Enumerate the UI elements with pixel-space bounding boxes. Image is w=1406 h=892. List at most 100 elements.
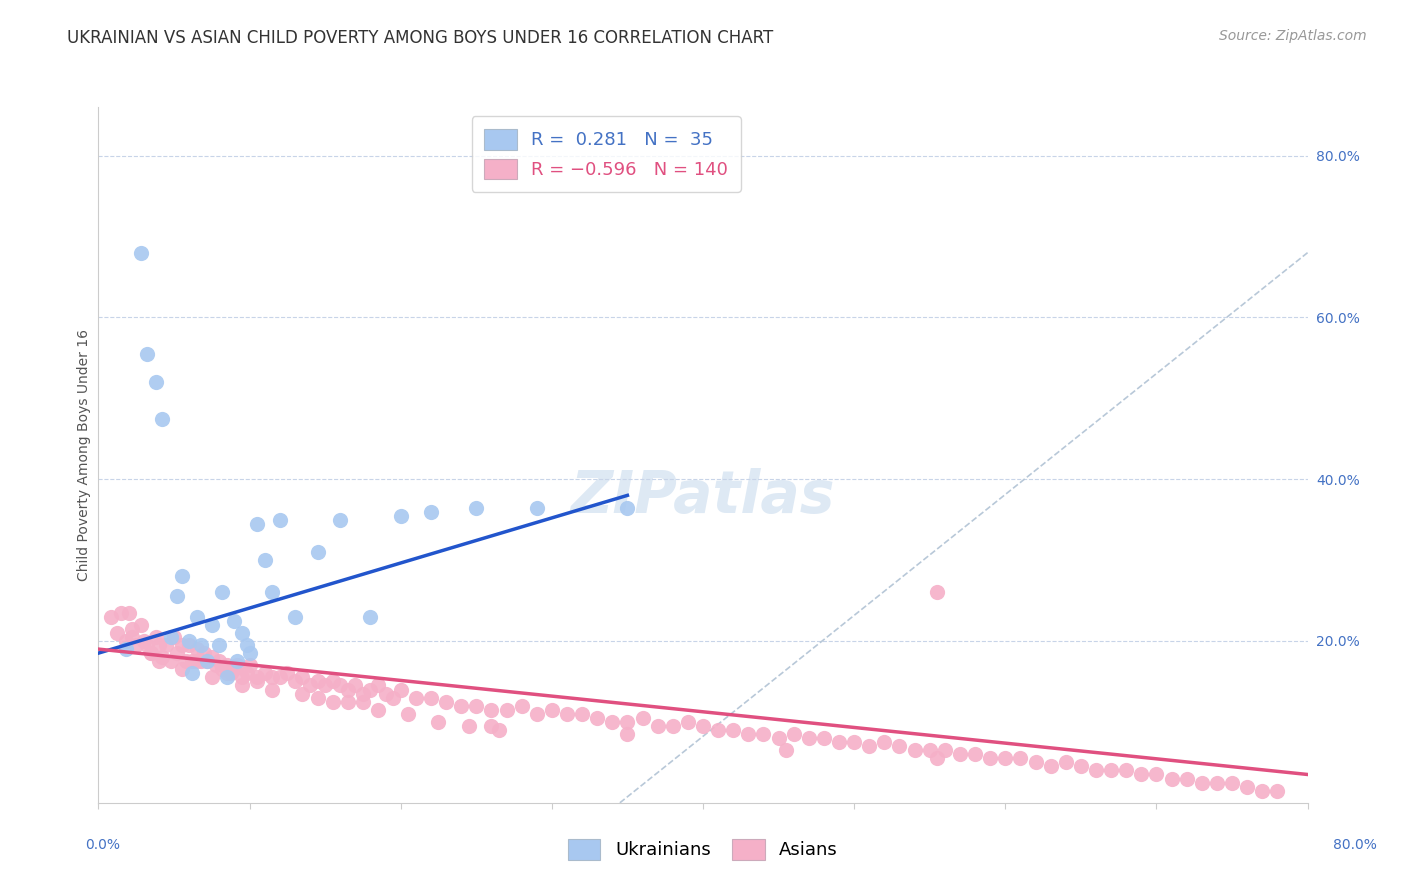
Point <box>344 678 367 692</box>
Point <box>434 695 457 709</box>
Point <box>737 727 759 741</box>
Point <box>166 590 188 604</box>
Point <box>329 678 352 692</box>
Point <box>105 626 128 640</box>
Point <box>676 714 699 729</box>
Point <box>284 609 307 624</box>
Point <box>246 516 269 531</box>
Point <box>215 658 238 673</box>
Point <box>181 654 204 668</box>
Y-axis label: Child Poverty Among Boys Under 16: Child Poverty Among Boys Under 16 <box>77 329 91 581</box>
Point <box>1251 783 1274 797</box>
Point <box>692 719 714 733</box>
Point <box>1160 772 1182 786</box>
Point <box>141 646 163 660</box>
Point <box>253 666 276 681</box>
Point <box>307 545 329 559</box>
Point <box>360 682 382 697</box>
Point <box>215 670 238 684</box>
Point <box>752 727 775 741</box>
Point <box>231 670 253 684</box>
Point <box>465 698 488 713</box>
Point <box>360 609 382 624</box>
Point <box>170 638 193 652</box>
Point <box>291 687 314 701</box>
Point <box>179 638 201 652</box>
Legend: Ukrainians, Asians: Ukrainians, Asians <box>561 831 845 867</box>
Point <box>314 678 336 692</box>
Point <box>155 638 177 652</box>
Point <box>166 646 188 660</box>
Point <box>201 617 224 632</box>
Point <box>427 714 450 729</box>
Point <box>481 703 503 717</box>
Point <box>148 638 170 652</box>
Point <box>235 638 257 652</box>
Point <box>555 706 578 721</box>
Point <box>100 609 122 624</box>
Point <box>226 658 249 673</box>
Point <box>783 727 806 741</box>
Point <box>135 347 157 361</box>
Point <box>813 731 835 745</box>
Point <box>495 703 517 717</box>
Point <box>768 731 790 745</box>
Point <box>873 735 896 749</box>
Point <box>208 638 231 652</box>
Point <box>276 666 298 681</box>
Point <box>284 674 307 689</box>
Point <box>141 646 163 660</box>
Point <box>1267 783 1289 797</box>
Point <box>215 666 238 681</box>
Point <box>707 723 730 737</box>
Point <box>205 658 228 673</box>
Point <box>160 654 183 668</box>
Point <box>322 695 344 709</box>
Point <box>396 706 419 721</box>
Point <box>994 751 1017 765</box>
Point <box>174 654 197 668</box>
Point <box>201 650 224 665</box>
Point <box>661 719 683 733</box>
Point <box>193 646 215 660</box>
Point <box>775 743 797 757</box>
Text: Source: ZipAtlas.com: Source: ZipAtlas.com <box>1219 29 1367 43</box>
Point <box>121 622 143 636</box>
Point <box>322 674 344 689</box>
Point <box>457 719 479 733</box>
Point <box>1220 775 1243 789</box>
Point <box>231 626 253 640</box>
Point <box>918 743 941 757</box>
Point <box>186 609 208 624</box>
Point <box>1115 764 1137 778</box>
Text: UKRAINIAN VS ASIAN CHILD POVERTY AMONG BOYS UNDER 16 CORRELATION CHART: UKRAINIAN VS ASIAN CHILD POVERTY AMONG B… <box>67 29 773 46</box>
Point <box>121 630 143 644</box>
Text: ZIPatlas: ZIPatlas <box>571 468 835 525</box>
Point <box>253 553 276 567</box>
Point <box>262 682 284 697</box>
Point <box>269 670 291 684</box>
Point <box>1099 764 1122 778</box>
Point <box>1206 775 1229 789</box>
Point <box>195 654 218 668</box>
Point <box>170 662 193 676</box>
Point <box>828 735 851 749</box>
Point <box>1175 772 1198 786</box>
Point <box>129 245 152 260</box>
Point <box>299 678 322 692</box>
Point <box>631 711 654 725</box>
Point <box>262 585 284 599</box>
Point <box>224 662 246 676</box>
Point <box>170 569 193 583</box>
Point <box>329 513 352 527</box>
Point <box>211 585 233 599</box>
Point <box>858 739 880 754</box>
Point <box>949 747 972 762</box>
Point <box>186 654 208 668</box>
Point <box>723 723 745 737</box>
Point <box>208 654 231 668</box>
Point <box>510 698 533 713</box>
Point <box>181 666 204 681</box>
Point <box>307 674 329 689</box>
Point <box>1054 756 1077 770</box>
